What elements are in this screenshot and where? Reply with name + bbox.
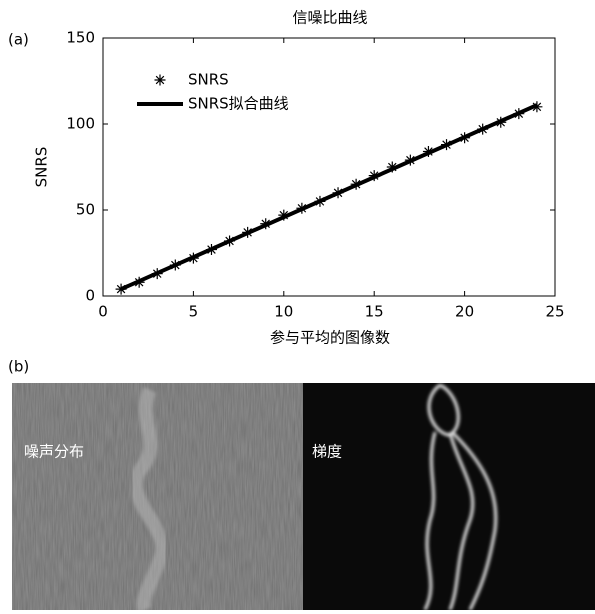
x-tick-label: 25	[545, 303, 564, 321]
x-axis-label: 参与平均的图像数	[270, 329, 390, 347]
y-tick-label: 100	[66, 115, 95, 133]
image-label: 噪声分布	[24, 443, 84, 461]
y-tick-label: 50	[76, 201, 95, 219]
panel-label: (b)	[8, 358, 29, 376]
image-noise	[12, 383, 303, 614]
plot-frame	[102, 37, 556, 297]
chart-title: 信噪比曲线	[292, 9, 367, 27]
legend-label: SNRS拟合曲线	[188, 95, 289, 113]
image-gradient	[303, 383, 595, 611]
fit-line	[120, 103, 538, 291]
legend-marker	[154, 74, 166, 86]
x-tick-label: 0	[98, 303, 108, 321]
panel-label: (a)	[8, 31, 29, 49]
x-tick-label: 15	[365, 303, 384, 321]
x-tick-label: 5	[189, 303, 199, 321]
y-tick-label: 0	[85, 287, 95, 305]
x-tick-label: 10	[274, 303, 293, 321]
legend-label: SNRS	[188, 71, 229, 89]
y-tick-label: 150	[66, 29, 95, 47]
plot-area: 0 5 10 15 20 25 0 50 100 150 SNRS SNRS拟合曲线	[66, 29, 564, 321]
x-tick-label: 20	[455, 303, 474, 321]
image-label: 梯度	[312, 443, 342, 461]
y-axis-label: SNRS	[33, 147, 51, 188]
